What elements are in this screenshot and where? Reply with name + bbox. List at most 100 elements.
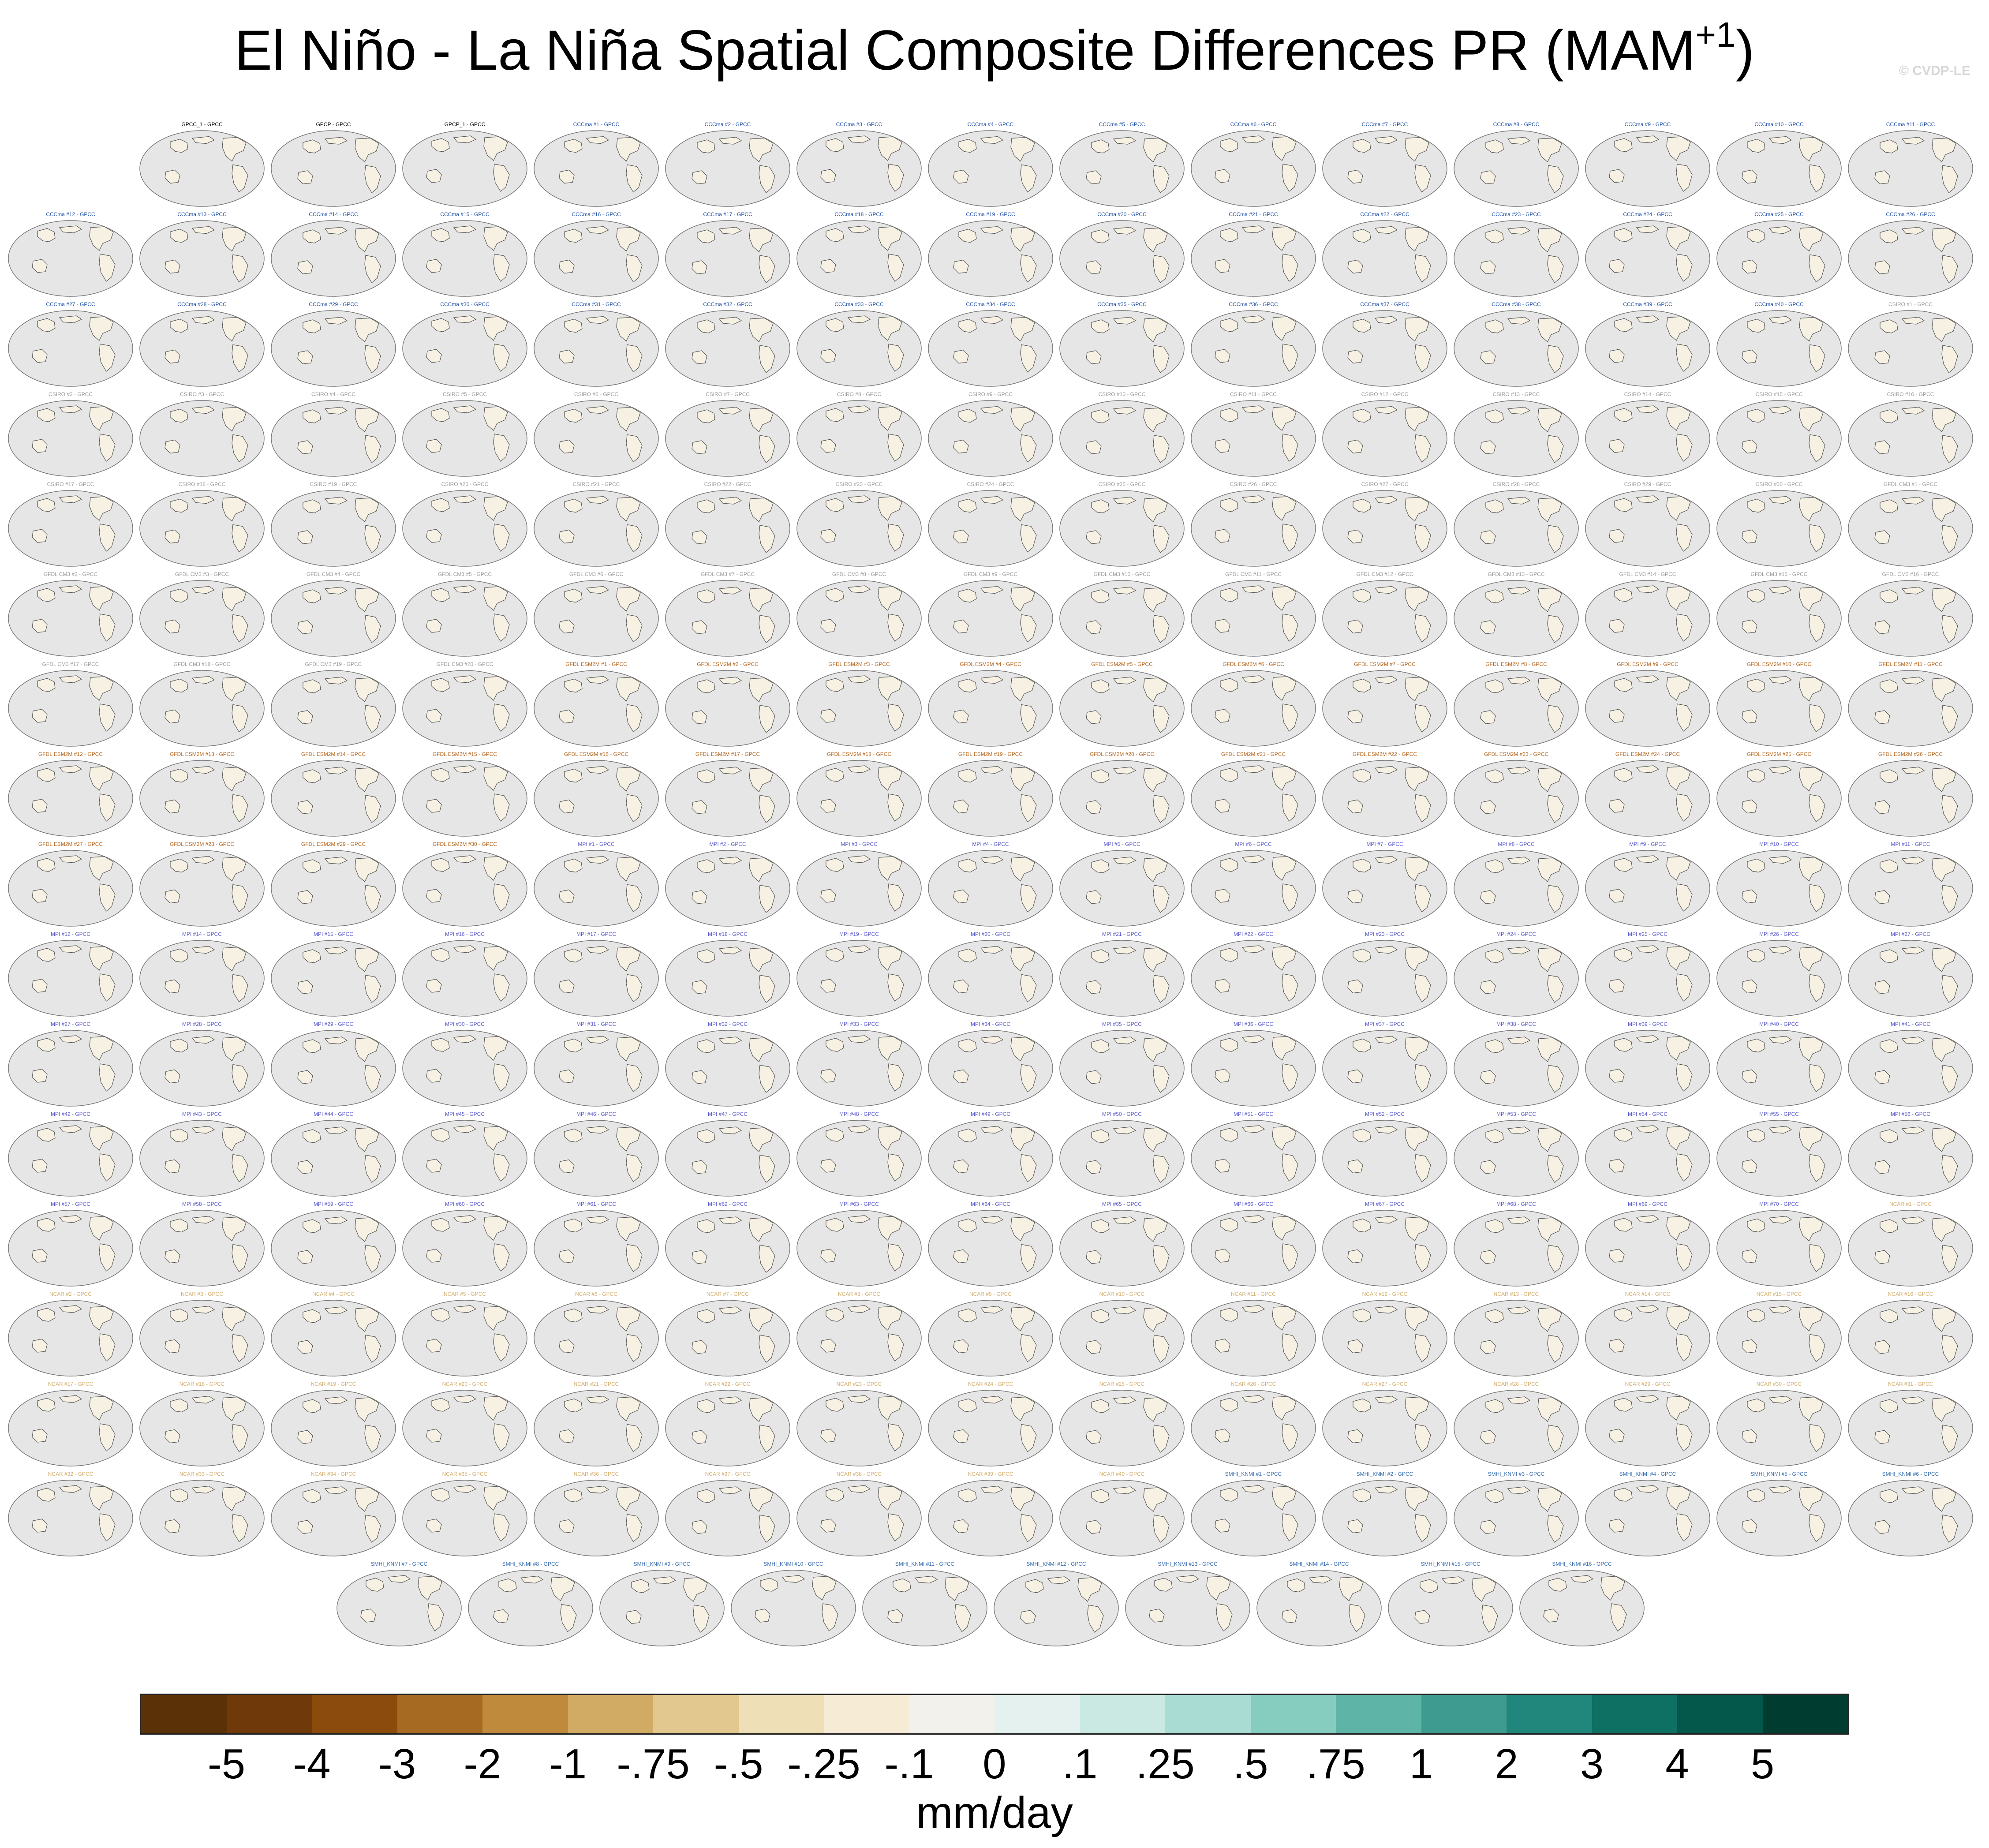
panel-label: GFDL CM3 #11 - GPCC <box>1225 571 1282 577</box>
map-panel: CSIRO #20 - GPCC <box>401 480 529 568</box>
panel-label: CCCma #7 - GPCC <box>1361 121 1408 127</box>
panel-label: SMHI_KNMI #2 - GPCC <box>1356 1471 1413 1477</box>
panel-label: MPI #45 - GPCC <box>445 1111 485 1117</box>
world-map-icon <box>1454 490 1579 567</box>
colorbar-tick-labels: -5 -4 -3 -2 -1 -.75 -.5 -.25 -.1 0 .1 .25 .5 .75 1 2 3 4 5 <box>0 1740 1989 1788</box>
world-map-icon <box>1848 670 1973 747</box>
panel-label: MPI #28 - GPCC <box>182 1021 222 1027</box>
map-panel: MPI #34 - GPCC <box>927 1020 1054 1108</box>
world-map-icon <box>8 400 133 477</box>
world-map-icon <box>139 1390 265 1466</box>
map-panel: CSIRO #8 - GPCC <box>795 390 923 478</box>
colorbar-box <box>1677 1695 1763 1733</box>
title-main: El Niño - La Niña Spatial Composite Diff… <box>234 19 1696 82</box>
world-map-icon <box>796 670 922 747</box>
world-map-icon <box>139 1030 265 1107</box>
panel-label: NCAR #8 - GPCC <box>837 1291 881 1297</box>
map-panel: MPI #27 - GPCC <box>1847 930 1974 1018</box>
world-map-icon <box>402 580 527 657</box>
panel-label: GPCP_1 - GPCC <box>444 121 486 127</box>
panel-label: MPI #9 - GPCC <box>1629 841 1666 847</box>
world-map-icon <box>271 670 396 747</box>
panel-label: CCCma #24 - GPCC <box>1623 211 1672 217</box>
map-panel: MPI #6 - GPCC <box>1189 840 1317 928</box>
map-panel: MPI #2 - GPCC <box>664 840 792 928</box>
world-map-icon <box>139 1300 265 1377</box>
world-map-icon <box>1716 400 1842 477</box>
map-panel: GFDL CM3 #20 - GPCC <box>401 660 529 748</box>
world-map-icon <box>796 1300 922 1377</box>
world-map-icon <box>1059 400 1185 477</box>
map-panel: CCCma #19 - GPCC <box>927 210 1054 298</box>
map-panel: CSIRO #3 - GPCC <box>138 390 266 478</box>
panel-label: GFDL ESM2M #2 - GPCC <box>697 661 759 667</box>
world-map-icon <box>139 580 265 657</box>
world-map-icon <box>928 1480 1053 1556</box>
panel-label: NCAR #28 - GPCC <box>1493 1381 1539 1387</box>
map-panel: GFDL CM3 #2 - GPCC <box>7 570 135 658</box>
map-panel: MPI #52 - GPCC <box>1321 1110 1449 1198</box>
map-panel: GFDL CM3 #12 - GPCC <box>1321 570 1449 658</box>
colorbar-box <box>994 1695 1080 1733</box>
world-map-icon <box>1848 400 1973 477</box>
colorbar-tick-label: .5 <box>1233 1740 1268 1788</box>
colorbar-box <box>1507 1695 1592 1733</box>
world-map-icon <box>665 760 790 837</box>
world-map-icon <box>534 1030 659 1107</box>
world-map-icon <box>796 580 922 657</box>
world-map-icon <box>796 310 922 387</box>
map-panel: CCCma #37 - GPCC <box>1321 300 1449 388</box>
world-map-icon <box>731 1570 856 1646</box>
world-map-icon <box>1454 1120 1579 1197</box>
panel-label: CCCma #34 - GPCC <box>966 301 1015 307</box>
world-map-icon <box>1191 490 1316 567</box>
panel-label: MPI #35 - GPCC <box>1102 1021 1142 1027</box>
map-panel: CCCma #25 - GPCC <box>1715 210 1843 298</box>
panel-label: CCCma #3 - GPCC <box>836 121 882 127</box>
map-panel: MPI #43 - GPCC <box>138 1110 266 1198</box>
world-map-icon <box>1585 310 1710 387</box>
panel-label: NCAR #33 - GPCC <box>179 1471 225 1477</box>
map-panel: GFDL CM3 #15 - GPCC <box>1715 570 1843 658</box>
panel-label: NCAR #13 - GPCC <box>1493 1291 1539 1297</box>
world-map-icon <box>928 580 1053 657</box>
map-panel: NCAR #40 - GPCC <box>1058 1470 1186 1558</box>
world-map-icon <box>534 670 659 747</box>
panel-label: CCCma #26 - GPCC <box>1886 211 1935 217</box>
world-map-icon <box>139 760 265 837</box>
world-map-icon <box>1716 1120 1842 1197</box>
map-panel: NCAR #27 - GPCC <box>1321 1380 1449 1468</box>
panel-label: MPI #56 - GPCC <box>1890 1111 1931 1117</box>
panel-label: CSIRO #20 - GPCC <box>441 481 489 487</box>
panel-label: MPI #37 - GPCC <box>1365 1021 1405 1027</box>
map-panel: MPI #69 - GPCC <box>1584 1200 1712 1288</box>
world-map-icon <box>1125 1570 1250 1646</box>
world-map-icon <box>1191 1300 1316 1377</box>
map-panel: NCAR #12 - GPCC <box>1321 1290 1449 1378</box>
panel-label: GFDL CM3 #7 - GPCC <box>700 571 755 577</box>
world-map-icon <box>8 850 133 927</box>
map-panel: CCCma #17 - GPCC <box>664 210 792 298</box>
world-map-icon <box>796 1120 922 1197</box>
map-panel: NCAR #31 - GPCC <box>1847 1380 1974 1468</box>
world-map-icon <box>665 670 790 747</box>
map-panel: CCCma #7 - GPCC <box>1321 120 1449 208</box>
panel-label: CSIRO #3 - GPCC <box>179 391 224 397</box>
world-map-icon <box>928 670 1053 747</box>
panel-label: CCCma #37 - GPCC <box>1360 301 1409 307</box>
map-panel: MPI #64 - GPCC <box>927 1200 1054 1288</box>
map-panel: NCAR #29 - GPCC <box>1584 1380 1712 1468</box>
world-map-icon <box>1848 310 1973 387</box>
colorbar-tick-label: 0 <box>983 1740 1006 1788</box>
map-panel: MPI #17 - GPCC <box>532 930 660 1018</box>
panel-label: MPI #42 - GPCC <box>50 1111 91 1117</box>
map-panel: GFDL ESM2M #19 - GPCC <box>927 750 1054 838</box>
map-panel: MPI #19 - GPCC <box>795 930 923 1018</box>
panel-label: NCAR #3 - GPCC <box>180 1291 224 1297</box>
map-panel: GPCP - GPCC <box>269 120 397 208</box>
colorbar-tick-label: .1 <box>1062 1740 1098 1788</box>
world-map-icon <box>1716 310 1842 387</box>
panel-label: GFDL CM3 #19 - GPCC <box>305 661 362 667</box>
map-panel: GFDL CM3 #1 - GPCC <box>1847 480 1974 568</box>
panel-label: NCAR #14 - GPCC <box>1625 1291 1671 1297</box>
